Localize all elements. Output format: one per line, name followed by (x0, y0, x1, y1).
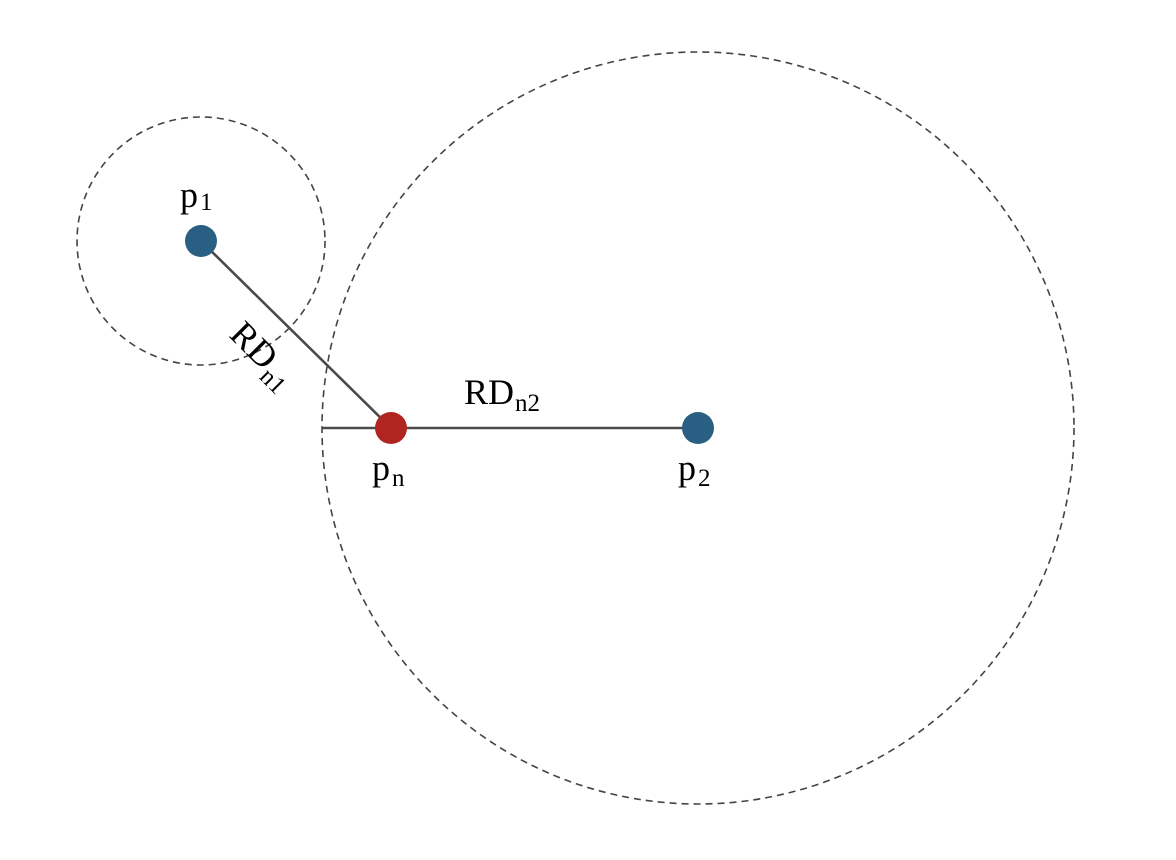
circle-around-p1 (76, 116, 326, 366)
label-p1-base: p (180, 175, 198, 215)
label-rd-n2: RDn2 (464, 372, 540, 417)
label-pn-sub: n (392, 465, 405, 492)
label-p2: p2 (678, 448, 711, 492)
point-p2 (682, 412, 714, 444)
label-rd-n1: RDn1 (218, 313, 304, 399)
label-p1-sub: 1 (200, 189, 213, 216)
label-p1: p1 (180, 175, 213, 216)
segment-p1-pn (200, 240, 392, 429)
point-pn (375, 412, 407, 444)
label-pn-base: p (372, 448, 390, 488)
label-rd-n2-base: RD (464, 372, 514, 412)
label-p2-sub: 2 (698, 465, 711, 492)
label-p2-base: p (678, 448, 696, 488)
label-pn: pn (372, 448, 405, 492)
label-rd-n2-sub: n2 (515, 390, 540, 417)
point-p1 (185, 225, 217, 257)
